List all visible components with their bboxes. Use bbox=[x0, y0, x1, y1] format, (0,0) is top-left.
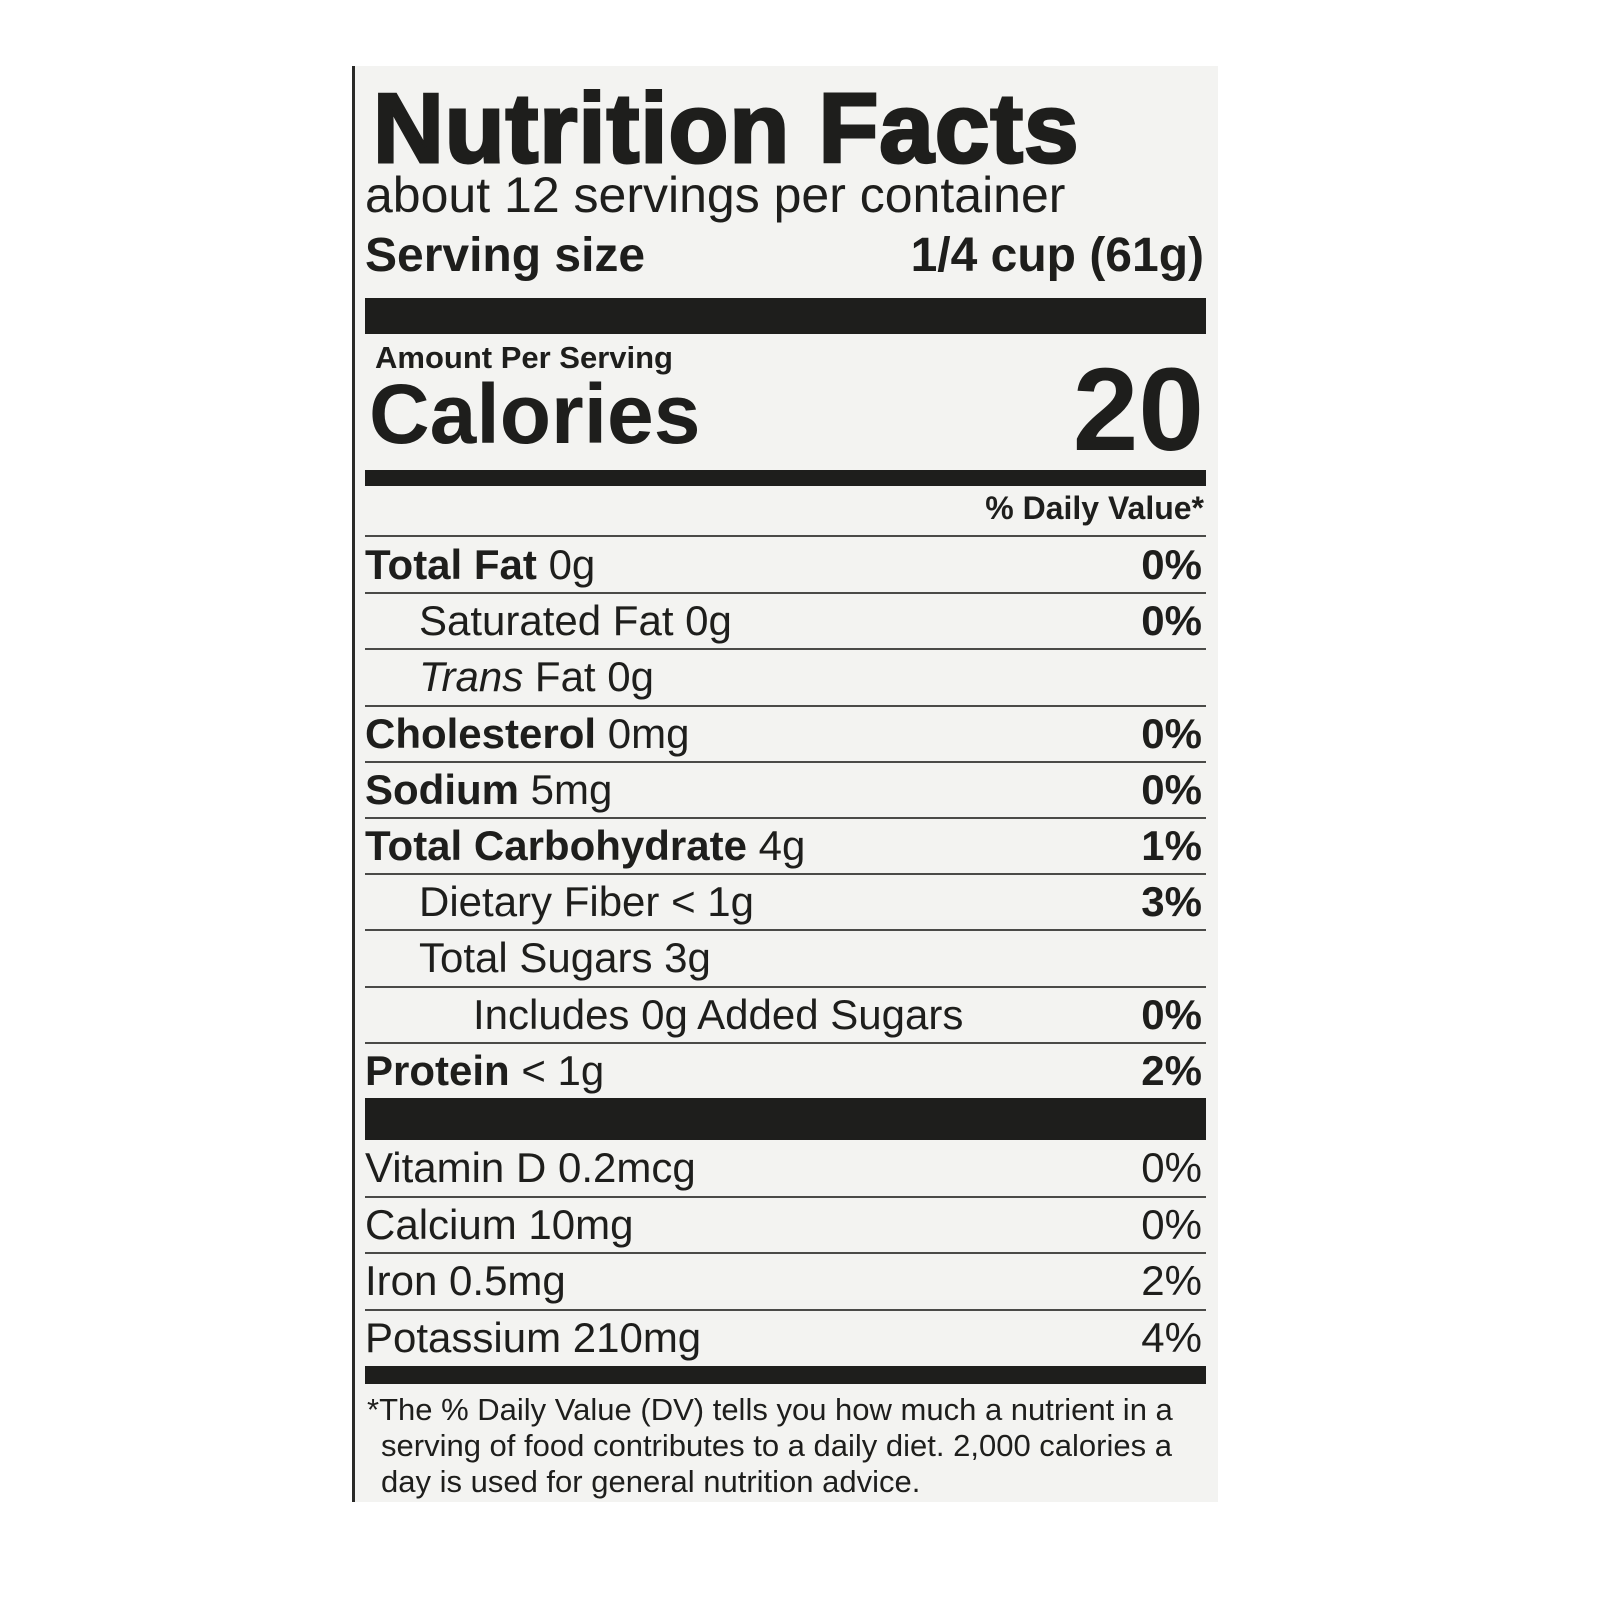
rule bbox=[365, 1041, 1206, 1044]
amount: 3g bbox=[664, 934, 711, 982]
row: Saturated Fat 0g 0% bbox=[365, 593, 1206, 649]
row: Cholesterol 0mg 0% bbox=[365, 706, 1206, 762]
medium-bar bbox=[365, 470, 1206, 486]
row: Vitamin D 0.2mcg 0% bbox=[365, 1140, 1206, 1196]
amount: 5mg bbox=[530, 765, 613, 813]
daily-value: 0% bbox=[1141, 1200, 1202, 1248]
row-label: Cholesterol 0mg bbox=[365, 706, 689, 762]
amount: < 1g bbox=[671, 878, 754, 926]
daily-value: 2% bbox=[1141, 1046, 1202, 1094]
amount: 0g bbox=[548, 541, 596, 588]
amount: 0g bbox=[685, 597, 732, 645]
serving-size-label: Serving size bbox=[365, 229, 646, 282]
row: Dietary Fiber < 1g 3% bbox=[365, 874, 1206, 930]
row: Sodium 5mg 0% bbox=[365, 762, 1206, 818]
row: Iron 0.5mg 2% bbox=[365, 1253, 1206, 1309]
nutrient-name: Potassium bbox=[365, 1313, 562, 1361]
rule bbox=[365, 929, 1206, 932]
amount: < 1g bbox=[521, 1046, 605, 1094]
row: Calcium 10mg 0% bbox=[365, 1197, 1206, 1253]
row-label: Total Fat 0g bbox=[365, 537, 595, 593]
calories-value: 20 bbox=[1072, 344, 1204, 476]
row-label: Vitamin D 0.2mcg bbox=[365, 1140, 696, 1196]
row-label: Iron 0.5mg bbox=[365, 1253, 566, 1309]
row-label: Sodium 5mg bbox=[365, 762, 612, 818]
calories-label: Calories bbox=[369, 367, 701, 461]
daily-value: 4% bbox=[1141, 1313, 1202, 1361]
row-label: Trans Fat 0g bbox=[419, 649, 654, 705]
amount: 0mg bbox=[607, 709, 690, 757]
row-label: Total Sugars 3g bbox=[419, 930, 711, 986]
servings: about 12 servings per container bbox=[365, 167, 1066, 223]
rule bbox=[365, 985, 1206, 988]
row-label: Protein < 1g bbox=[365, 1043, 604, 1099]
amount-per-serving: Amount Per Serving bbox=[375, 340, 673, 375]
row-label: Total Carbohydrate 4g bbox=[365, 818, 805, 874]
row: Trans Fat 0g bbox=[365, 649, 1206, 705]
daily-value: 2% bbox=[1141, 1257, 1202, 1304]
row: Includes 0g Added Sugars 0% bbox=[365, 987, 1206, 1043]
row: Total Carbohydrate 4g 1% bbox=[365, 818, 1206, 874]
nutrient-name: Iron bbox=[365, 1257, 438, 1304]
nutrition-label: Nutrition Facts about 12 servings per co… bbox=[352, 66, 1218, 1502]
daily-value: 0% bbox=[1141, 597, 1202, 645]
nutrient-name: Total Carbohydrate bbox=[365, 822, 747, 869]
rule bbox=[365, 817, 1206, 819]
amount: 0.2mcg bbox=[557, 1144, 696, 1191]
nutrient-name: Includes 0g Added Sugars bbox=[473, 990, 964, 1038]
daily-value: 0% bbox=[1141, 541, 1202, 588]
row: Total Sugars 3g bbox=[365, 930, 1206, 986]
prefix: Trans bbox=[419, 653, 524, 701]
rule bbox=[365, 1308, 1206, 1311]
daily-value: 0% bbox=[1141, 990, 1202, 1038]
nutrient-name: Calcium bbox=[365, 1200, 517, 1248]
nutrient-name: Dietary Fiber bbox=[419, 878, 660, 926]
nutrient-name: Saturated Fat bbox=[419, 597, 674, 645]
nutrient-name: Vitamin D bbox=[365, 1144, 547, 1191]
amount: 0.5mg bbox=[449, 1257, 566, 1304]
thick-bar bbox=[365, 1098, 1206, 1140]
row: Total Fat 0g 0% bbox=[365, 537, 1206, 593]
nutrient-name: Sodium bbox=[365, 765, 519, 813]
title: Nutrition Facts bbox=[371, 72, 1080, 185]
row: Protein < 1g 2% bbox=[365, 1043, 1206, 1099]
serving-size-value: 1/4 cup (61g) bbox=[910, 229, 1204, 282]
row-label: Includes 0g Added Sugars bbox=[473, 987, 963, 1043]
daily-value: 1% bbox=[1141, 822, 1202, 869]
rule bbox=[365, 1195, 1206, 1198]
amount: 4g bbox=[758, 822, 806, 869]
rule bbox=[365, 704, 1206, 707]
row-label: Saturated Fat 0g bbox=[419, 593, 732, 649]
nutrient-name: Fat bbox=[534, 653, 596, 701]
medium-bar bbox=[365, 1366, 1206, 1384]
row-label: Calcium 10mg bbox=[365, 1197, 633, 1253]
dv-header: % Daily Value* bbox=[985, 490, 1204, 526]
nutrient-name: Protein bbox=[365, 1046, 510, 1094]
amount: 0g bbox=[607, 653, 654, 701]
nutrient-name: Total Sugars bbox=[419, 934, 653, 982]
thick-bar bbox=[365, 298, 1206, 334]
rule bbox=[365, 535, 1206, 537]
daily-value: 0% bbox=[1141, 709, 1202, 757]
nutrient-name: Total Fat bbox=[365, 541, 537, 588]
row: Potassium 210mg 4% bbox=[365, 1310, 1206, 1366]
daily-value: 0% bbox=[1141, 765, 1202, 813]
rule bbox=[365, 873, 1206, 876]
row-label: Potassium 210mg bbox=[365, 1310, 701, 1366]
daily-value: 0% bbox=[1141, 1144, 1202, 1191]
rule bbox=[365, 1252, 1206, 1254]
footnote: *The % Daily Value (DV) tells you how mu… bbox=[367, 1392, 1173, 1499]
row-label: Dietary Fiber < 1g bbox=[419, 874, 754, 930]
nutrient-name: Cholesterol bbox=[365, 709, 597, 757]
amount: 10mg bbox=[528, 1200, 634, 1248]
amount: 210mg bbox=[572, 1313, 702, 1361]
rule bbox=[365, 592, 1206, 595]
rule bbox=[365, 648, 1206, 651]
daily-value: 3% bbox=[1141, 878, 1202, 926]
rule bbox=[365, 760, 1206, 763]
